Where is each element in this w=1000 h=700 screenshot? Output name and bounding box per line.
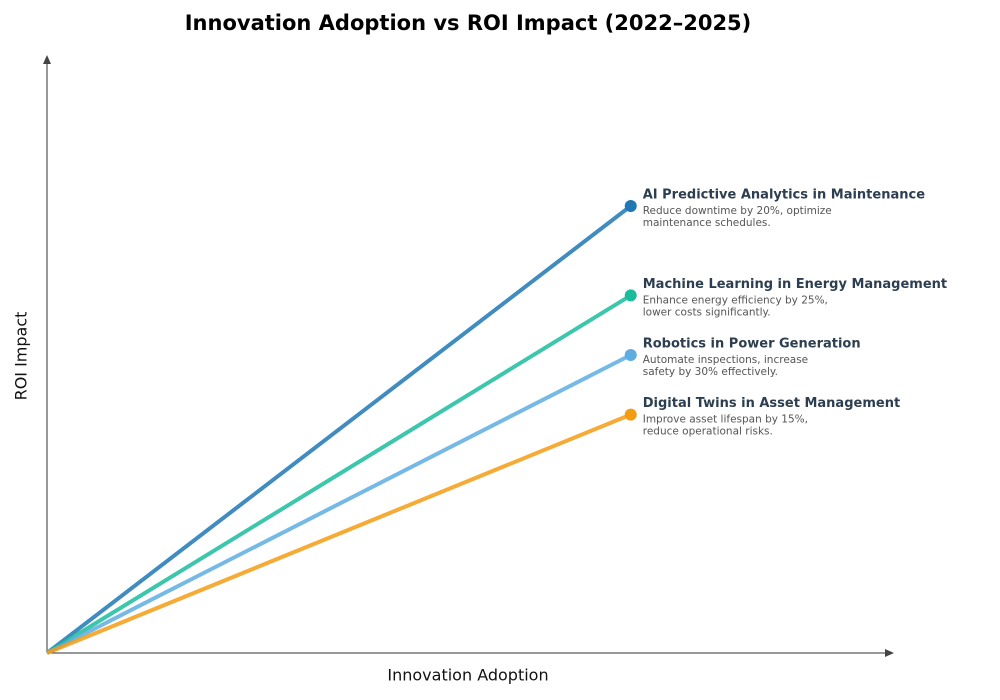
series-name: AI Predictive Analytics in Maintenance — [643, 188, 925, 203]
series-line — [45, 293, 632, 655]
series-description: safety by 30% effectively. — [643, 366, 778, 378]
series-description: Enhance energy efficiency by 25%, — [643, 294, 828, 306]
y-axis-arrow — [43, 55, 51, 64]
series-name: Machine Learning in Energy Management — [643, 277, 947, 292]
series-line — [45, 204, 632, 655]
series-description: lower costs significantly. — [643, 306, 771, 318]
series-description: Improve asset lifespan by 15%, — [643, 414, 808, 426]
series-name: Digital Twins in Asset Management — [643, 396, 900, 411]
y-axis-label: ROI Impact — [12, 312, 31, 401]
series-line — [46, 412, 632, 655]
series-line — [46, 353, 632, 655]
series-description: Reduce downtime by 20%, optimize — [643, 205, 832, 217]
end-marker — [624, 289, 637, 302]
series-name: Robotics in Power Generation — [643, 337, 861, 352]
series-description: Automate inspections, increase — [643, 354, 808, 366]
x-axis-label: Innovation Adoption — [387, 666, 548, 685]
series-description: maintenance schedules. — [643, 217, 771, 229]
chart-title: Innovation Adoption vs ROI Impact (2022–… — [185, 11, 752, 35]
end-marker — [624, 200, 637, 212]
series-description: reduce operational risks. — [643, 426, 773, 438]
x-axis-arrow — [885, 649, 894, 657]
end-marker — [624, 408, 637, 421]
end-marker — [624, 349, 637, 361]
